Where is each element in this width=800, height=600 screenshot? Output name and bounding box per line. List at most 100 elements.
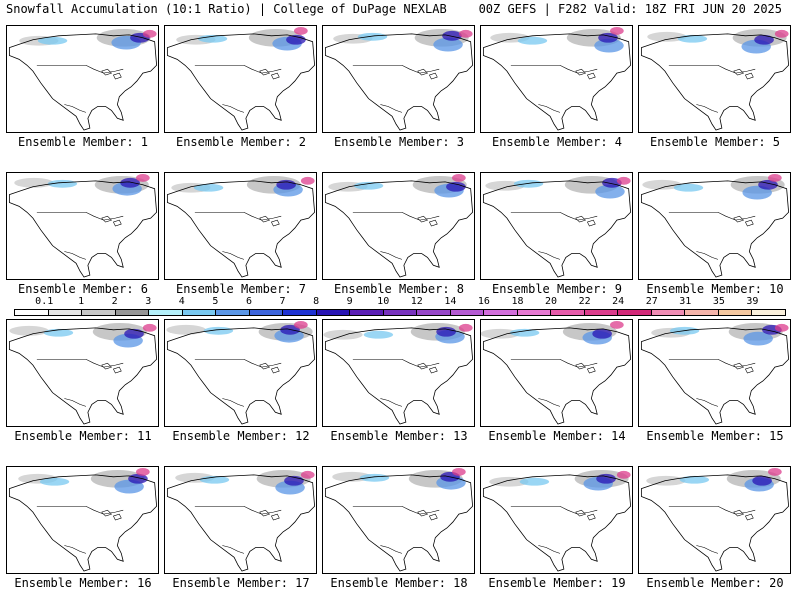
great-lakes xyxy=(575,68,596,80)
legend-color-box xyxy=(618,310,652,315)
legend-color-box xyxy=(350,310,384,315)
coastline xyxy=(324,33,474,131)
great-lakes xyxy=(575,362,596,374)
snowfall-shading xyxy=(333,28,473,52)
legend-color-box xyxy=(651,310,686,315)
ensemble-member-label: Ensemble Member: 11 xyxy=(14,429,152,443)
legend-color-box xyxy=(551,310,585,315)
country-border xyxy=(510,211,598,221)
country-border xyxy=(538,251,561,260)
legend-tick-label: 7 xyxy=(279,296,286,307)
coastline xyxy=(640,327,790,425)
legend-tick-label: 27 xyxy=(645,296,658,307)
ensemble-member-map xyxy=(638,466,791,574)
country-border xyxy=(668,358,756,368)
north-america-map xyxy=(482,26,632,131)
coastline xyxy=(640,474,790,572)
ensemble-member-label: Ensemble Member: 15 xyxy=(646,429,784,443)
ensemble-member-label: Ensemble Member: 5 xyxy=(649,135,781,149)
model-run-info: 00Z GEFS | F282 Valid: 18Z FRI JUN 20 20… xyxy=(478,2,782,16)
snowfall-shading xyxy=(481,320,624,345)
country-border xyxy=(64,251,87,260)
north-america-map xyxy=(166,26,316,131)
ensemble-member-label: Ensemble Member: 17 xyxy=(172,576,310,590)
coastline xyxy=(166,33,316,131)
legend-color-box xyxy=(182,310,217,315)
country-border xyxy=(36,358,124,368)
ensemble-member-label: Ensemble Member: 7 xyxy=(175,282,307,296)
north-america-map xyxy=(324,28,474,131)
coastline xyxy=(482,327,632,425)
country-border xyxy=(222,398,245,407)
coastline xyxy=(640,180,790,278)
coastline xyxy=(324,180,474,278)
north-america-map xyxy=(166,320,316,425)
country-border xyxy=(510,64,598,74)
legend-tick-label: 5 xyxy=(212,296,219,307)
country-border xyxy=(696,251,719,260)
country-border xyxy=(64,104,87,113)
country-border xyxy=(668,505,756,515)
ensemble-member-label: Ensemble Member: 1 xyxy=(17,135,149,149)
legend-tick-label: 9 xyxy=(346,296,353,307)
ensemble-member-label: Ensemble Member: 2 xyxy=(175,135,307,149)
country-border xyxy=(380,398,403,407)
legend-tick-label: 6 xyxy=(245,296,252,307)
ensemble-member-map xyxy=(322,25,475,133)
ensemble-member-map xyxy=(6,466,159,574)
legend-tick-label: 31 xyxy=(679,296,692,307)
legend-color-box xyxy=(249,310,284,315)
ensemble-member-map xyxy=(480,172,633,280)
coastline xyxy=(324,474,474,572)
north-america-map xyxy=(323,322,474,425)
north-america-map xyxy=(8,467,158,572)
legend-color-box xyxy=(517,310,552,315)
legend-color-box xyxy=(48,310,83,315)
legend-tick-labels: 0.1 1 2 3 4 5 6 7 8 9 10 12 14 16 18 20 22 24 27 31 35 39 xyxy=(14,297,786,308)
great-lakes xyxy=(259,68,280,80)
legend-color-box xyxy=(383,310,418,315)
country-border xyxy=(222,545,245,554)
legend-tick-label: 3 xyxy=(145,296,152,307)
north-america-map xyxy=(640,28,790,131)
coastline xyxy=(8,180,158,278)
legend-tick-label: 10 xyxy=(377,296,390,307)
legend-tick-label: 0.1 xyxy=(35,296,54,307)
great-lakes xyxy=(575,509,596,521)
country-border xyxy=(538,104,561,113)
coastline xyxy=(8,327,158,425)
legend-color-box xyxy=(685,310,719,315)
great-lakes xyxy=(733,68,754,80)
great-lakes xyxy=(417,509,438,521)
great-lakes xyxy=(733,215,754,227)
snowfall-shading xyxy=(19,28,157,50)
country-border xyxy=(194,505,282,515)
legend-color-box xyxy=(316,310,351,315)
great-lakes xyxy=(733,362,754,374)
ensemble-member-map xyxy=(322,466,475,574)
legend-color-box xyxy=(149,310,183,315)
country-border xyxy=(64,545,87,554)
great-lakes xyxy=(259,509,280,521)
ensemble-member-map xyxy=(164,172,317,280)
country-border xyxy=(36,64,124,74)
ensemble-member-label: Ensemble Member: 14 xyxy=(488,429,626,443)
country-border xyxy=(194,358,282,368)
country-border xyxy=(380,545,403,554)
legend-color-box xyxy=(216,310,250,315)
north-america-map xyxy=(640,467,790,572)
legend-tick-label: 12 xyxy=(410,296,423,307)
snowfall-shading xyxy=(14,173,150,196)
legend-color-box xyxy=(283,310,317,315)
great-lakes xyxy=(259,362,280,374)
ensemble-member-label: Ensemble Member: 4 xyxy=(491,135,623,149)
country-border xyxy=(668,64,756,74)
coastline xyxy=(166,474,316,572)
great-lakes xyxy=(417,215,438,227)
ensemble-member-map xyxy=(164,25,317,133)
legend-tick-label: 18 xyxy=(511,296,524,307)
snowfall-shading xyxy=(323,322,473,344)
country-border xyxy=(194,211,282,221)
country-border xyxy=(510,358,598,368)
snowfall-shading xyxy=(18,467,150,494)
